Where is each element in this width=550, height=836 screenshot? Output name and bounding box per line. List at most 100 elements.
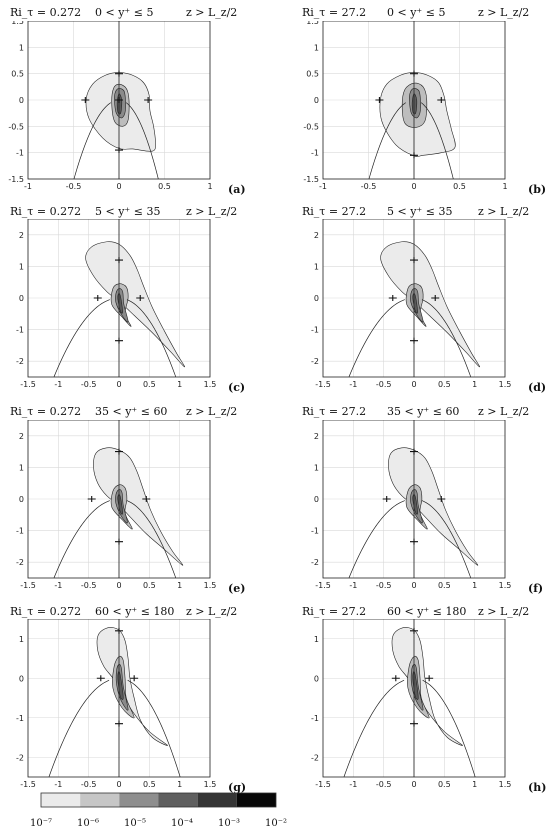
x-tick-label: 1 [177,581,182,590]
x-tick-label: 0 [411,182,416,191]
x-tick-label: 1.5 [204,380,217,389]
x-tick-label: 1.5 [499,380,512,389]
contour-spike-mark [115,448,123,455]
null-discriminant-curve-left [348,299,405,378]
title-richardson: Ri_τ = 0.272 [10,605,82,618]
contour-spike-mark [410,70,418,77]
x-tick-label: 0.5 [158,182,171,191]
x-tick-label: 1 [177,380,182,389]
x-tick-label: -1.5 [315,780,331,789]
contour-spike-mark [144,97,153,103]
title-richardson: Ri_τ = 27.2 [302,405,367,418]
x-tick-label: -1 [54,780,62,789]
null-discriminant-curve-right [420,102,454,180]
contour-spike-mark [388,295,397,301]
y-tick-label: -1.5 [303,175,319,184]
y-tick-label: -0.5 [303,122,319,131]
contour-plot: -1.5 -1 -0.5 0 0.5 1 1.5 -2 -1 0 1 [311,619,511,789]
y-tick-label: 2 [19,432,24,441]
colorbar-segment [119,793,159,807]
y-tick-label: -2 [16,753,24,762]
x-tick-label: 0.5 [453,182,466,191]
contour-spike-mark [142,496,151,502]
title-z-range: z > L_z/2 [186,405,238,418]
y-tick-label: 1 [19,463,24,472]
contour-level-1 [391,627,463,746]
contour-spike-mark [391,675,400,682]
y-tick-label: 1 [19,262,24,271]
null-discriminant-curve-left [53,299,110,378]
contour-level-1 [388,447,479,566]
contour-spike-mark [425,675,434,682]
y-tick-label: -1 [16,149,24,158]
y-tick-label: 0 [314,495,319,504]
x-tick-label: 0.5 [143,780,156,789]
panel-label: (c) [228,381,246,394]
colorbar-segment [158,793,198,807]
y-tick-label: -1.5 [8,175,24,184]
contour-level-1 [96,627,168,746]
y-tick-label: -0.5 [8,122,24,131]
null-discriminant-curve-right [126,500,177,579]
contour-spike-mark [136,295,145,301]
x-tick-label: 0 [116,780,121,789]
x-tick-label: -1.5 [20,380,36,389]
x-tick-label: -0.5 [81,581,97,590]
panel-title: Ri_τ = 0.272 5 < y⁺ ≤ 35 z > L_z/2 [10,205,250,219]
x-tick-label: 0.5 [143,380,156,389]
y-tick-label: -2 [311,753,319,762]
x-tick-label: -0.5 [361,182,377,191]
colorbar-segment [236,793,276,807]
contour-spike-mark [115,538,123,545]
x-tick-label: -0.5 [376,581,392,590]
colorbar-tick-label: 10⁻⁴ [171,818,194,829]
contour-plot: -1.5 -1 -0.5 0 0.5 1 1.5 -2 -1 0 1 [16,619,216,789]
y-tick-label: 1.5 [11,21,24,26]
x-tick-label: 1.5 [204,581,217,590]
y-tick-label: 0 [314,674,319,683]
null-discriminant-curve-right [125,102,159,180]
y-tick-label: -2 [16,357,24,366]
contour-spike-mark [410,720,418,727]
title-z-range: z > L_z/2 [186,6,238,19]
y-tick-label: 0 [19,495,24,504]
colorbar-segment [41,793,81,807]
title-richardson: Ri_τ = 0.272 [10,205,82,218]
title-z-range: z > L_z/2 [186,205,238,218]
contour-spike-mark [87,496,96,502]
colorbar [40,792,277,812]
panel-label: (g) [228,781,247,794]
panel-label: (b) [528,183,547,196]
contour-spike-mark [410,152,418,159]
x-tick-label: -1.5 [20,780,36,789]
title-richardson: Ri_τ = 27.2 [302,6,367,19]
x-tick-label: -1 [24,182,32,191]
null-discriminant-curve-left [348,500,405,579]
contour-spike-mark [115,97,123,103]
x-tick-label: -1 [54,581,62,590]
contour-spike-mark [410,627,418,634]
x-tick-label: 0 [411,581,416,590]
axes-frame [27,21,211,180]
contour-spike-mark [410,538,418,545]
x-tick-label: 0.5 [438,380,451,389]
contour-spike-mark [410,337,418,344]
title-yplus-range: 35 < y⁺ ≤ 60 [95,405,168,418]
y-tick-label: 1 [314,262,319,271]
contour-spike-mark [410,257,418,264]
x-tick-label: -0.5 [81,380,97,389]
x-tick-label: -1 [349,380,357,389]
null-discriminant-curve-left [73,102,111,180]
axes-frame [322,219,506,378]
title-richardson: Ri_τ = 0.272 [10,405,82,418]
contour-spike-mark [410,448,418,455]
y-tick-label: -1 [16,714,24,723]
y-tick-label: -1 [311,527,319,536]
contour-spike-mark [437,496,446,502]
contour-spike-mark [81,97,90,103]
y-tick-label: -1 [311,149,319,158]
y-tick-label: 0 [314,96,319,105]
x-tick-label: -1.5 [315,380,331,389]
x-tick-label: 1 [207,182,212,191]
y-tick-label: 2 [19,231,24,240]
